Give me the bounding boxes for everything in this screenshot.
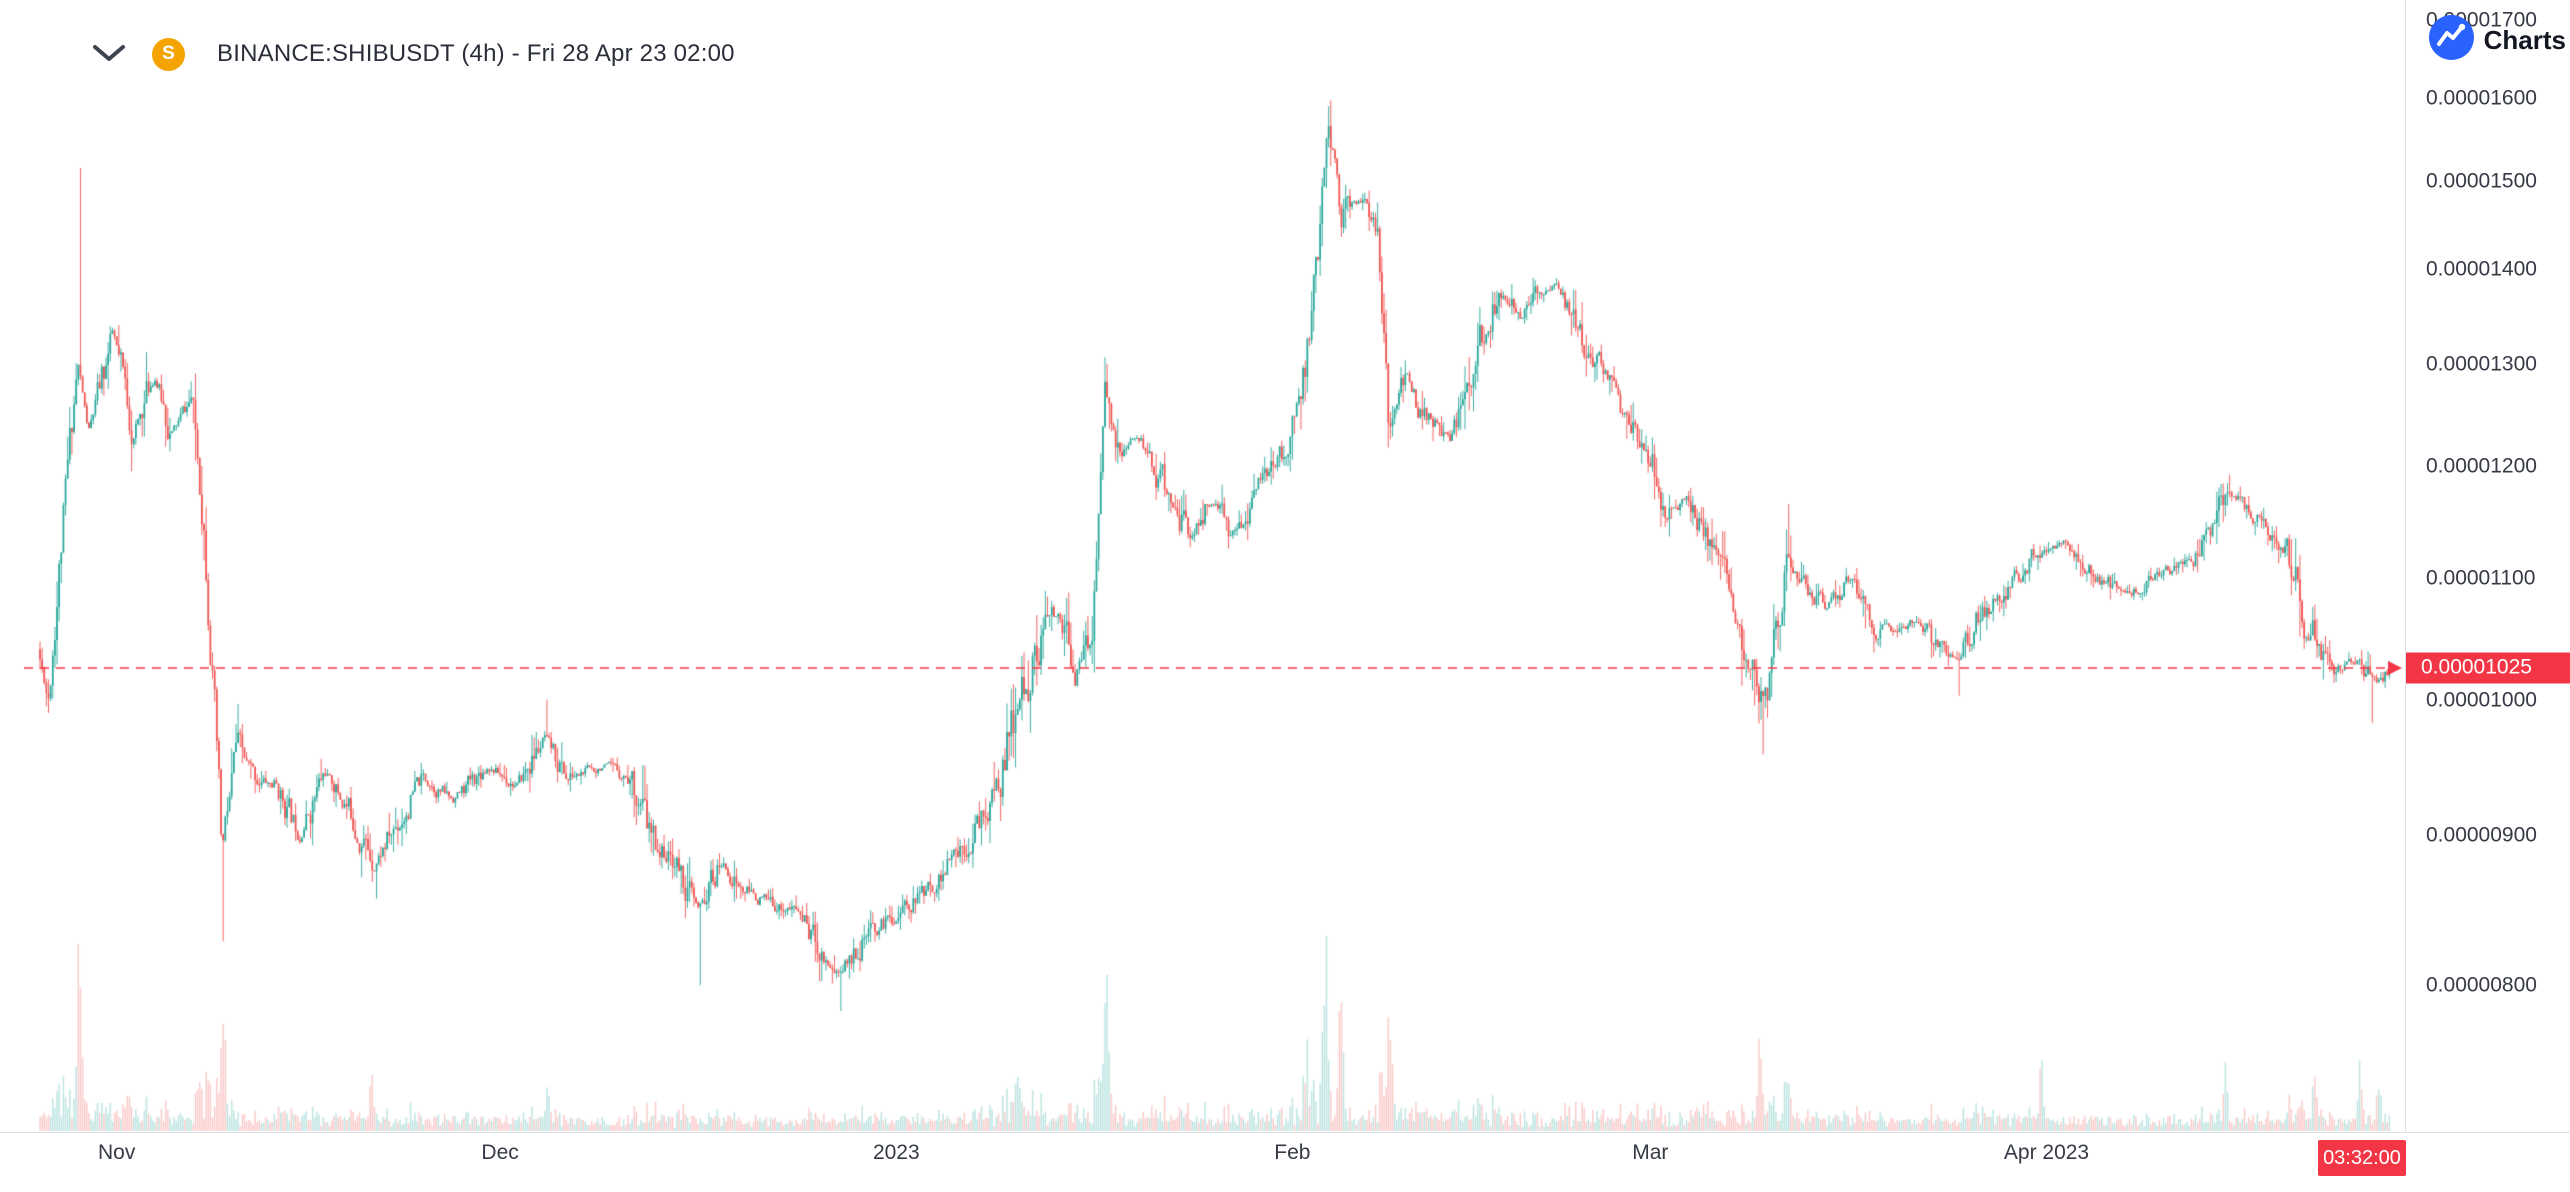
time-axis-label: Apr 2023: [2003, 1141, 2090, 1164]
last-price-badge: 0.00001025: [2406, 652, 2570, 684]
price-axis-label: 0.00001400: [2426, 257, 2537, 281]
price-axis[interactable]: 0.00001700 0.00001600 0.00001500 0.00001400…: [2405, 0, 2570, 1132]
time-axis-label: Dec: [481, 1141, 519, 1164]
price-axis-label: 0.00001200: [2426, 454, 2537, 478]
last-price-value: 0.00001025: [2421, 655, 2532, 679]
price-axis-label: 0.00001100: [2426, 566, 2536, 590]
price-axis-label: 0.00000900: [2426, 823, 2537, 846]
price-axis-label: 0.00001000: [2426, 688, 2537, 712]
attribution-label: Charts: [2483, 24, 2566, 55]
symbol-dropdown-button[interactable]: [92, 44, 126, 64]
time-axis-label: Nov: [98, 1141, 136, 1164]
time-axis[interactable]: Nov Dec 2023 Feb Mar Apr 2023: [0, 1132, 2570, 1192]
price-axis-label: 0.00001300: [2426, 352, 2537, 376]
coin-icon: S: [152, 37, 185, 71]
time-axis-label: Feb: [1274, 1141, 1311, 1164]
chart-header: S BINANCE:SHIBUSDT (4h) - Fri 28 Apr 23 …: [92, 36, 735, 72]
price-axis-label: 0.00000800: [2426, 973, 2537, 997]
tradingview-logo-icon: [2428, 15, 2474, 65]
time-axis-label: 2023: [872, 1141, 920, 1164]
candle-countdown-badge: 03:32:00: [2318, 1140, 2406, 1176]
price-axis-label: 0.00001500: [2426, 169, 2537, 193]
price-axis-label: 0.00001600: [2426, 86, 2537, 110]
coin-letter: S: [162, 43, 175, 64]
chart-title: BINANCE:SHIBUSDT (4h) - Fri 28 Apr 23 02…: [217, 40, 735, 67]
time-axis-label: Mar: [1632, 1141, 1669, 1164]
tradingview-attribution-link[interactable]: Charts: [2428, 15, 2566, 65]
chevron-down-icon: [92, 43, 126, 66]
